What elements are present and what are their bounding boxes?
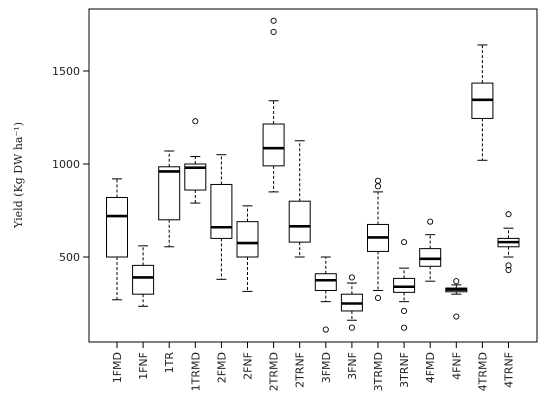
outlier-point [401, 307, 408, 314]
box-1trmd [184, 118, 207, 204]
outlier-point [374, 294, 382, 301]
outlier-point [348, 274, 355, 281]
x-axis: 1FMD 1FNF 1TR 1TRMD 2FMD 2FNF 2TRMD 2TRNF 3FMD 3F… [111, 342, 516, 391]
outlier-point [505, 211, 512, 218]
outlier-point [192, 118, 199, 125]
y-tick-label: 1000 [52, 158, 80, 171]
y-axis-title: Yield (Kg DW ha⁻¹) [12, 122, 25, 229]
iqr-box [210, 183, 233, 239]
outlier-point [453, 278, 460, 285]
x-tick-label: 3TRMD [372, 352, 385, 391]
box-3trnf [393, 239, 416, 331]
iqr-box [262, 123, 285, 167]
box-2trnf [288, 140, 311, 258]
outlier-point [374, 183, 382, 190]
outlier-point [270, 28, 277, 35]
x-tick-label: 2FMD [215, 352, 228, 383]
outlier-point [401, 324, 408, 331]
outlier-point [270, 17, 277, 24]
outlier-point [374, 177, 382, 184]
iqr-box [184, 163, 207, 191]
outlier-point [427, 218, 434, 225]
outlier-point [322, 326, 329, 333]
iqr-box [288, 200, 311, 243]
iqr-box [106, 196, 128, 258]
outlier-point [401, 239, 408, 246]
x-tick-label: 4TRMD [476, 352, 489, 391]
y-tick-label: 500 [59, 251, 80, 264]
x-tick-label: 2FNF [242, 352, 255, 380]
box-4trmd [471, 44, 494, 161]
box-4trnf [497, 211, 520, 274]
box-2fmd [210, 154, 233, 280]
outlier-point [505, 262, 512, 269]
iqr-box [393, 277, 416, 293]
box-2trmd [262, 17, 285, 193]
x-tick-label: 1TR [163, 352, 176, 374]
iqr-box [132, 264, 155, 295]
x-tick-label: 4FNF [450, 352, 463, 380]
iqr-box [158, 166, 181, 221]
x-tick-label: 3TRNF [398, 352, 411, 388]
x-tick-label: 1FNF [137, 352, 150, 380]
outlier-point [505, 266, 512, 274]
y-axis: 500 1000 1500 [52, 65, 89, 264]
box-3trmd [367, 177, 389, 301]
box-1fnf [132, 245, 155, 307]
iqr-box [419, 248, 442, 267]
box-group [106, 17, 520, 333]
x-tick-label: 2TRMD [268, 352, 281, 391]
iqr-box [236, 221, 259, 258]
box-4fmd [419, 218, 442, 282]
x-tick-label: 2TRNF [294, 352, 307, 388]
box-3fmd [314, 256, 337, 333]
box-1tr [158, 150, 181, 248]
x-tick-label: 1TRMD [189, 352, 202, 391]
x-tick-label: 3FNF [346, 352, 359, 380]
box-4fnf [445, 278, 468, 320]
y-tick-label: 1500 [52, 65, 80, 78]
x-tick-label: 4TRNF [503, 352, 516, 388]
box-2fnf [236, 205, 259, 292]
x-tick-label: 3FMD [320, 352, 333, 383]
box-1fmd [106, 178, 128, 301]
box-3fnf [340, 274, 363, 331]
iqr-box [314, 273, 337, 291]
outlier-point [348, 324, 355, 331]
outlier-point [453, 313, 460, 320]
plot-frame [88, 8, 538, 343]
x-tick-label: 1FMD [111, 352, 124, 383]
x-tick-label: 4FMD [424, 352, 437, 383]
